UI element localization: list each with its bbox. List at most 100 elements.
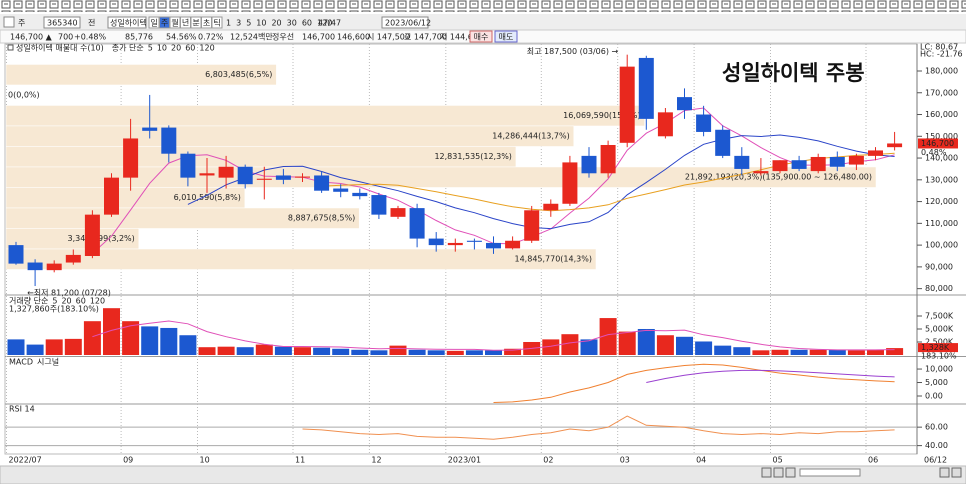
y-tick-label: 100,000 (925, 241, 958, 250)
candle-body (505, 240, 521, 249)
zoom-out[interactable] (939, 467, 950, 478)
volume-bar (26, 344, 44, 355)
legend-entry: 5 (52, 297, 57, 306)
volume-bar (504, 348, 522, 355)
scroll-track[interactable] (799, 468, 861, 477)
volume-profile-band (5, 248, 597, 270)
last-change-label: 0.48% (921, 148, 947, 157)
x-tick-label: 06 (868, 456, 878, 465)
volume-average (92, 320, 895, 351)
candle-body (638, 57, 654, 119)
buy-button[interactable] (469, 30, 493, 43)
period-label[interactable]: 월 (171, 18, 178, 28)
bar-count: 47/47 (318, 19, 341, 28)
mode-select[interactable]: 주 (18, 19, 25, 28)
candle-body (868, 150, 883, 156)
y-tick-label: 7,500K (925, 311, 954, 320)
candle-body (275, 175, 291, 180)
volume-bar (255, 344, 273, 355)
legend-entry: 60 (76, 297, 86, 306)
quote-bid: 146,600 (337, 33, 370, 42)
volume-profile-band (5, 64, 277, 86)
volume-profile-band (5, 125, 574, 147)
chart-title: 성일하이텍 주봉 (722, 61, 865, 85)
volume-bar (294, 347, 311, 355)
code-box[interactable] (43, 16, 81, 29)
volume-bar (485, 350, 502, 355)
period-label[interactable]: 틱 (213, 18, 220, 28)
candle-body (390, 208, 406, 217)
y-tick-label: 80,000 (925, 284, 953, 293)
volume-bar (64, 338, 82, 355)
profile-label: 21,892,193(20,3%)(135,900.00 ~ 126,480.0… (685, 173, 872, 182)
last-price-label: 146,700 (921, 139, 954, 148)
toolbar-bg (0, 14, 966, 30)
candle-body (123, 138, 139, 178)
period-label[interactable]: 년 (182, 18, 189, 28)
y-tick-label: 5,000K (925, 324, 954, 333)
interval-label[interactable]: 120 (317, 19, 332, 28)
candle-body (161, 127, 177, 154)
volume-bar (103, 308, 120, 355)
quote-low: 저 144,600 (440, 33, 483, 42)
stock-code[interactable]: 365340 (47, 19, 78, 28)
period-label[interactable]: 주 (161, 19, 168, 28)
date-field[interactable]: 2023/06/12 (385, 19, 431, 28)
interval-label[interactable]: 1 (226, 19, 231, 28)
volume-bar (351, 349, 369, 355)
profile-label: 6,803,485(6,5%) (205, 70, 272, 79)
candle-body (8, 245, 24, 264)
interval-label[interactable]: 30 (287, 19, 297, 28)
name-box[interactable] (107, 16, 147, 29)
y-tick-label: 140,000 (925, 154, 958, 163)
moving-average (187, 134, 895, 230)
candle-body (581, 155, 597, 174)
market-select[interactable]: 전 (88, 18, 95, 28)
quote-volume-rate: 54.56% (166, 33, 197, 42)
interval-label[interactable]: 60 (302, 19, 312, 28)
quote-turnover: 0.72% (198, 33, 224, 42)
profile-label: 16,069,590(15,4%) (563, 111, 640, 120)
period-button[interactable] (211, 16, 223, 29)
candle-body (543, 203, 559, 211)
volume-bar (714, 345, 732, 355)
period-label[interactable]: 분 (192, 19, 199, 28)
menu-icon[interactable] (3, 16, 15, 28)
candle-body (65, 254, 81, 263)
period-label[interactable]: 일 (150, 19, 157, 28)
candle-body (791, 160, 807, 169)
buy-label[interactable]: 매수 (474, 33, 489, 42)
interval-label[interactable]: 5 (246, 19, 251, 28)
stock-name[interactable]: 성일하이텍 (110, 18, 147, 28)
zoom-in[interactable] (951, 467, 962, 478)
candle-body (562, 162, 578, 204)
legend-entry: 20 (171, 44, 181, 53)
sell-button[interactable] (494, 30, 518, 43)
interval-label[interactable]: 3 (236, 19, 241, 28)
candle-body (295, 176, 310, 178)
x-tick-label: 05 (773, 456, 783, 465)
y-tick-label: 40.00 (925, 441, 948, 450)
candle-body (829, 156, 845, 167)
date-box[interactable] (381, 16, 429, 29)
quote-change: 700 (58, 33, 73, 42)
scroll-right[interactable] (785, 467, 796, 478)
interval-label[interactable]: 10 (256, 19, 266, 28)
scroll-left[interactable] (761, 467, 772, 478)
profile-label: 8,887,675(8,5%) (288, 214, 355, 223)
volume-bar (274, 346, 292, 355)
candle-body (600, 144, 616, 174)
y-tick-label: 2,500K (925, 337, 954, 346)
sell-label[interactable]: 매도 (499, 33, 514, 42)
interval-label[interactable]: 20 (271, 19, 281, 28)
status-bar (0, 465, 966, 484)
candle-body (104, 177, 119, 215)
last-price-marker (918, 138, 958, 149)
quote-change-rate: +0.48% (74, 33, 107, 42)
scroll-stop[interactable] (773, 467, 784, 478)
legend-entry: RSI 14 (9, 405, 35, 414)
period-label[interactable]: 초 (203, 19, 210, 28)
quote-broker: 정우선 (272, 32, 294, 42)
candle-body (848, 155, 864, 165)
